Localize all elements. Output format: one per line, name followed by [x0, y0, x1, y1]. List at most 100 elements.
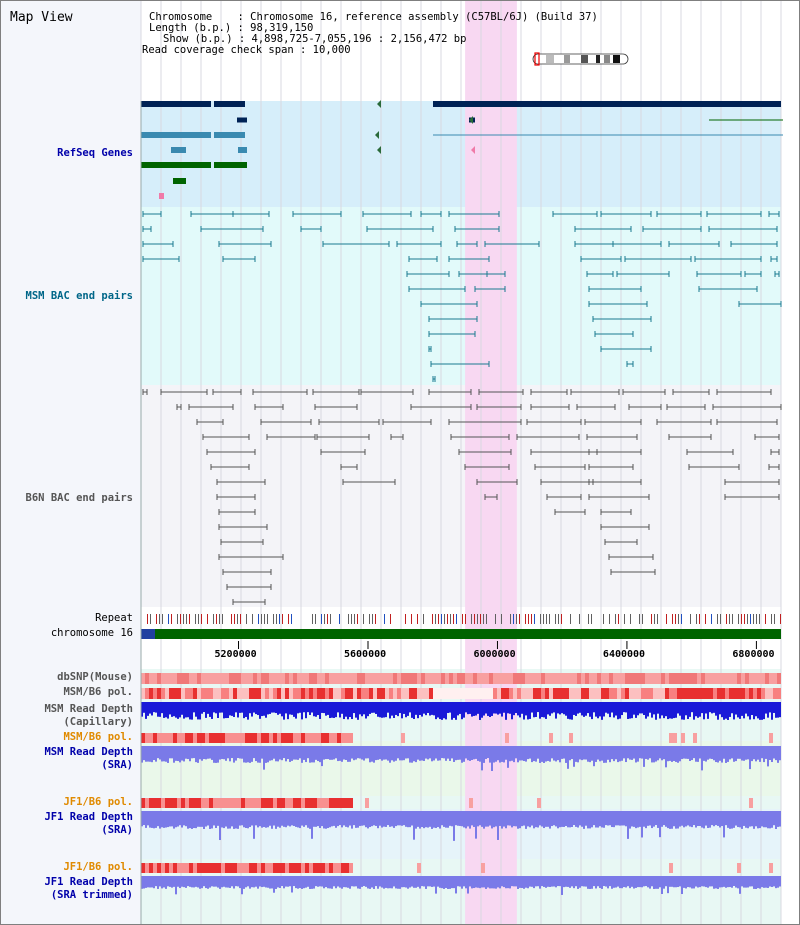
track-label-repeat[interactable]: Repeat	[95, 612, 133, 625]
track-label-msm-depth-sra[interactable]: MSM Read Depth (SRA)	[44, 746, 133, 772]
msm-depth-sra-bar	[377, 746, 379, 760]
jf1-depth-sra-bar	[457, 811, 459, 826]
msm-depth-sra-bar	[447, 746, 449, 759]
jf1-depth-trim-bar	[417, 876, 419, 887]
jf1-depth-trim-bar	[187, 876, 189, 886]
jf1-depth-trim-bar	[357, 876, 359, 888]
msm-b6-pol-sra-cell	[329, 733, 333, 743]
dbsnp-cell	[213, 673, 217, 684]
jf1-depth-trim-bar	[261, 876, 263, 887]
msm-depth-sra-bar	[561, 746, 563, 759]
jf1-depth-trim-bar	[227, 876, 229, 888]
msm-depth-cap-bar	[199, 702, 201, 719]
msm-depth-cap-bar	[243, 702, 245, 718]
jf1-depth-sra-bar	[243, 811, 245, 827]
jf1-depth-sra-bar	[593, 811, 595, 825]
track-label-jf1-b6-pol[interactable]: JF1/B6 pol.	[63, 796, 133, 809]
jf1-depth-sra-bar	[327, 811, 329, 828]
msm-depth-sra-bar	[261, 746, 263, 759]
dbsnp-cell	[245, 673, 249, 684]
jf1-depth-sra-bar	[235, 811, 237, 828]
repeat-element	[672, 614, 673, 624]
msm-b6-pol-sra-cell	[769, 733, 773, 743]
jf1-depth-trim-bar	[739, 876, 741, 894]
jf1-depth-sra-bar	[515, 811, 517, 826]
jf1-depth-sra-bar	[547, 811, 549, 827]
dbsnp-cell	[541, 673, 545, 684]
msm-b6-pol-cell	[345, 688, 349, 699]
msm-b6-pol-sra-cell	[345, 733, 349, 743]
track-label-jf1-depth-sra[interactable]: JF1 Read Depth (SRA)	[44, 811, 133, 837]
track-label-jf1-depth-trim[interactable]: JF1 Read Depth (SRA trimmed)	[44, 876, 133, 902]
jf1-depth-sra-bar	[357, 811, 359, 828]
dbsnp-cell	[701, 673, 705, 684]
jf1-depth-sra-bar	[731, 811, 733, 829]
jf1-depth-sra-bar	[407, 811, 409, 827]
msm-depth-cap-bar	[299, 702, 301, 713]
dbsnp-cell	[581, 673, 585, 684]
track-label-msm-b6-pol[interactable]: MSM/B6 pol.	[63, 686, 133, 699]
msm-depth-sra-bar	[473, 746, 475, 759]
jf1-depth-sra-bar	[519, 811, 521, 828]
msm-depth-cap-bar	[375, 702, 377, 714]
dbsnp-cell	[693, 673, 697, 684]
jf1-depth-trim-bar	[349, 876, 351, 889]
msm-depth-sra-bar	[361, 746, 363, 760]
msm-depth-cap-bar	[393, 702, 395, 718]
repeat-element	[540, 614, 541, 624]
track-label-chromosome[interactable]: chromosome 16	[51, 627, 133, 640]
jf1-depth-trim-bar	[577, 876, 579, 889]
msm-b6-pol-cell	[617, 688, 621, 699]
jf1-depth-sra-bar	[241, 811, 243, 825]
jf1-b6-pol-cell	[301, 798, 305, 808]
track-label-msm-depth-cap[interactable]: MSM Read Depth (Capillary)	[44, 703, 133, 729]
jf1-depth-sra-bar	[271, 811, 273, 829]
track-label-jf1-b6-pol-trim[interactable]: JF1/B6 pol.	[63, 861, 133, 874]
dbsnp-cell	[217, 673, 221, 684]
msm-depth-sra-bar	[169, 746, 171, 758]
jf1-depth-trim-bar	[275, 876, 277, 889]
jf1-b6-pol-trim-cell	[173, 863, 177, 873]
jf1-depth-sra-bar	[635, 811, 637, 828]
track-label-b6n-bac[interactable]: B6N BAC end pairs	[26, 492, 133, 505]
jf1-depth-sra-bar	[751, 811, 753, 826]
msm-depth-sra-bar	[177, 746, 179, 761]
msm-depth-sra-bar	[457, 746, 459, 760]
jf1-depth-trim-bar	[199, 876, 201, 889]
jf1-depth-trim-bar	[761, 876, 763, 887]
msm-depth-cap-bar	[237, 702, 239, 717]
msm-depth-cap-bar	[405, 702, 407, 717]
dbsnp-cell	[645, 673, 649, 684]
jf1-depth-sra-bar	[687, 811, 689, 825]
track-label-msm-bac[interactable]: MSM BAC end pairs	[26, 290, 133, 303]
jf1-depth-trim-bar	[523, 876, 525, 889]
repeat-element	[543, 614, 544, 624]
msm-depth-sra-bar	[147, 746, 149, 762]
msm-b6-pol-cell	[369, 688, 373, 699]
msm-b6-pol-cell	[309, 688, 313, 699]
msm-depth-cap-bar	[303, 702, 305, 712]
msm-depth-sra-bar	[683, 746, 685, 759]
jf1-depth-sra-bar	[231, 811, 233, 826]
dbsnp-cell	[481, 673, 485, 684]
msm-depth-cap-bar	[753, 702, 755, 719]
msm-depth-sra-bar	[509, 746, 511, 761]
track-label-refseq[interactable]: RefSeq Genes	[57, 147, 133, 160]
track-label-msm-b6-pol-sra[interactable]: MSM/B6 pol.	[63, 731, 133, 744]
genome-canvas[interactable]	[1, 1, 799, 924]
msm-depth-sra-bar	[627, 746, 629, 758]
jf1-depth-sra-bar	[769, 811, 771, 828]
dbsnp-cell	[669, 673, 673, 684]
track-label-dbsnp[interactable]: dbSNP(Mouse)	[57, 671, 133, 684]
jf1-depth-trim-bar	[587, 876, 589, 889]
repeat-element	[162, 614, 163, 624]
jf1-depth-trim-bar	[561, 876, 563, 895]
jf1-depth-trim-bar	[183, 876, 185, 887]
repeat-element	[195, 614, 196, 624]
dbsnp-cell	[277, 673, 281, 684]
msm-b6-pol-cell	[705, 688, 709, 699]
jf1-depth-trim-bar	[657, 876, 659, 889]
msm-depth-sra-bar	[331, 746, 333, 760]
msm-depth-sra-bar	[667, 746, 669, 761]
dbsnp-cell	[709, 673, 713, 684]
